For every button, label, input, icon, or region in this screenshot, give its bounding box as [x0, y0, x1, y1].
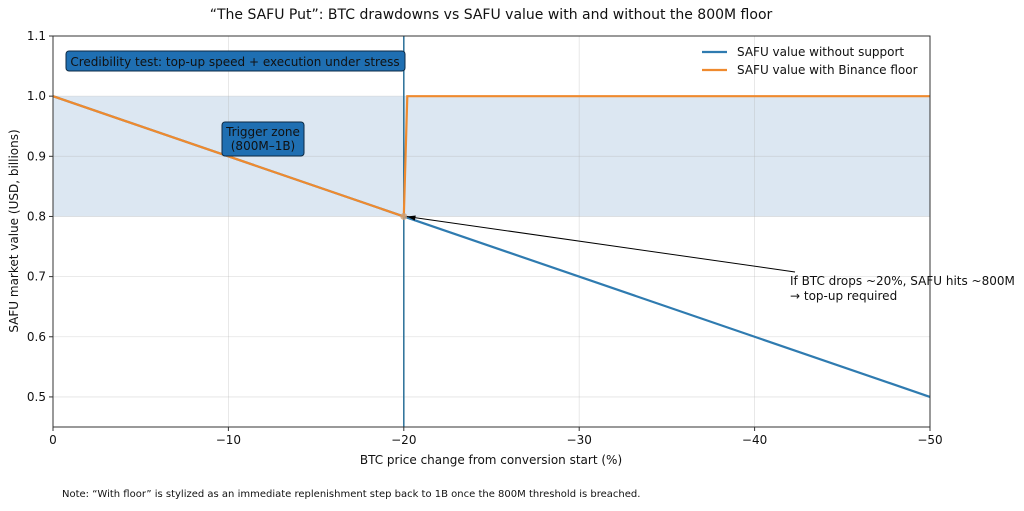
- y-tick-label: 1.1: [27, 29, 46, 43]
- plot-frame: [52, 35, 931, 428]
- drop-annotation-line2: → top-up required: [790, 289, 897, 303]
- y-axis-label: SAFU market value (USD, billions): [7, 129, 21, 332]
- footnote: Note: “With floor” is stylized as an imm…: [62, 489, 640, 500]
- y-tick-label: 0.6: [27, 330, 46, 344]
- x-tick-label: −20: [391, 433, 416, 447]
- legend-label: SAFU value with Binance floor: [737, 63, 918, 77]
- trigger-zone-range: (800M–1B): [231, 139, 296, 153]
- x-tick-label: 0: [49, 433, 57, 447]
- credibility-box: [65, 50, 406, 72]
- x-tick-label: −50: [917, 433, 942, 447]
- trigger-zone-box: [221, 121, 305, 157]
- credibility-annotation: Credibility test: top-up speed + executi…: [70, 55, 399, 69]
- legend-label: SAFU value without support: [737, 45, 904, 59]
- y-tick-label: 0.5: [27, 390, 46, 404]
- x-tick-label: −10: [216, 433, 241, 447]
- arrow-head-icon: [406, 215, 416, 221]
- trigger-zone-band: [53, 96, 930, 217]
- y-tick-label: 0.7: [27, 270, 46, 284]
- y-tick-label: 0.9: [27, 149, 46, 163]
- trigger-zone-label: Trigger zone: [225, 125, 300, 139]
- chart-title: “The SAFU Put”: BTC drawdowns vs SAFU va…: [210, 7, 773, 23]
- x-tick-label: −40: [742, 433, 767, 447]
- annotation-arrow: [406, 215, 796, 273]
- y-tick-label: 1.0: [27, 89, 46, 103]
- x-tick-label: −30: [567, 433, 592, 447]
- drop-annotation-line1: If BTC drops ~20%, SAFU hits ~800M: [790, 274, 1015, 288]
- threshold-marker: [400, 212, 408, 220]
- x-axis-label: BTC price change from conversion start (…: [360, 453, 622, 467]
- y-tick-label: 0.8: [27, 209, 46, 223]
